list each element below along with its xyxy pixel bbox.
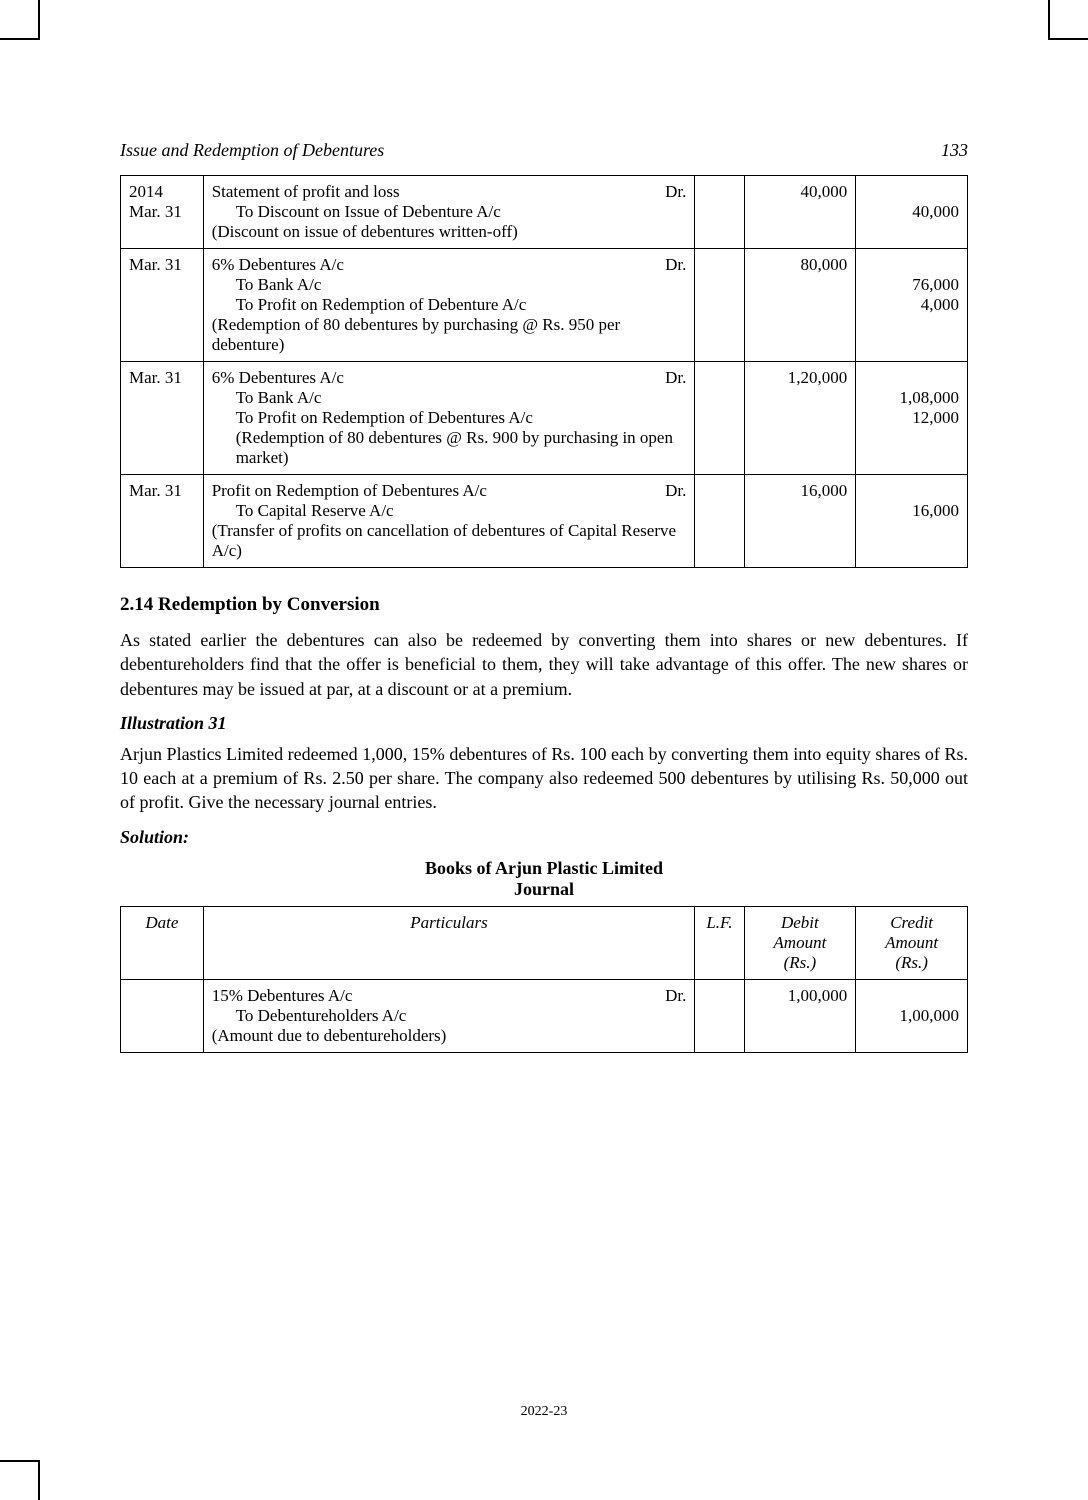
table-row: 15% Debentures A/cDr.To Debentureholders… <box>121 979 968 1052</box>
table-row: Mar. 316% Debentures A/cDr.To Bank A/cTo… <box>121 249 968 362</box>
particulars-line: (Amount due to debentureholders) <box>212 1026 687 1046</box>
lf-cell <box>695 249 744 362</box>
particulars-line: (Redemption of 80 debentures @ Rs. 900 b… <box>212 428 687 468</box>
illustration-label: Illustration 31 <box>120 713 968 734</box>
table-row: Mar. 316% Debentures A/cDr.To Bank A/cTo… <box>121 362 968 475</box>
date-cell: Mar. 31 <box>121 362 204 475</box>
credit-cell: 1,08,00012,000 <box>856 362 968 475</box>
th-debit: Debit Amount (Rs.) <box>744 906 856 979</box>
particulars-line: 6% Debentures A/cDr. <box>212 368 687 388</box>
chapter-title: Issue and Redemption of Debentures <box>120 140 384 161</box>
page-header: Issue and Redemption of Debentures 133 <box>120 140 968 161</box>
th-lf: L.F. <box>695 906 744 979</box>
particulars-line: (Transfer of profits on cancellation of … <box>212 521 687 561</box>
particulars-line: (Discount on issue of debentures written… <box>212 222 687 242</box>
journal-table-1: 2014Mar. 31Statement of profit and lossD… <box>120 175 968 568</box>
debit-cell: 40,000 <box>744 176 856 249</box>
crop-mark <box>1048 38 1088 40</box>
crop-mark <box>38 0 40 40</box>
illustration-text: Arjun Plastics Limited redeemed 1,000, 1… <box>120 742 968 815</box>
debit-cell: 80,000 <box>744 249 856 362</box>
footer-year: 2022-23 <box>521 1404 568 1420</box>
page-number: 133 <box>941 140 968 161</box>
section-paragraph: As stated earlier the debentures can als… <box>120 628 968 701</box>
date-cell: Mar. 31 <box>121 475 204 568</box>
section-heading: 2.14 Redemption by Conversion <box>120 594 968 616</box>
particulars-line: 15% Debentures A/cDr. <box>212 986 687 1006</box>
debit-cell: 1,00,000 <box>744 979 856 1052</box>
th-date: Date <box>121 906 204 979</box>
credit-cell: 1,00,000 <box>856 979 968 1052</box>
date-cell: 2014Mar. 31 <box>121 176 204 249</box>
lf-cell <box>695 362 744 475</box>
particulars-line: To Profit on Redemption of Debentures A/… <box>212 408 687 428</box>
page-content: Issue and Redemption of Debentures 133 2… <box>0 0 1088 1093</box>
journal-table-2: Date Particulars L.F. Debit Amount (Rs.)… <box>120 906 968 1053</box>
lf-cell <box>695 475 744 568</box>
th-particulars: Particulars <box>203 906 695 979</box>
credit-cell: 76,0004,000 <box>856 249 968 362</box>
particulars-line: (Redemption of 80 debentures by purchasi… <box>212 315 687 355</box>
debit-cell: 16,000 <box>744 475 856 568</box>
journal-title: Books of Arjun Plastic Limited Journal <box>120 858 968 900</box>
particulars-line: To Discount on Issue of Debenture A/c <box>212 202 687 222</box>
crop-mark <box>0 38 40 40</box>
particulars-cell: Statement of profit and lossDr.To Discou… <box>203 176 695 249</box>
date-cell <box>121 979 204 1052</box>
particulars-line: To Bank A/c <box>212 275 687 295</box>
particulars-line: 6% Debentures A/cDr. <box>212 255 687 275</box>
journal-title-line1: Books of Arjun Plastic Limited <box>120 858 968 879</box>
crop-mark <box>0 1460 40 1462</box>
table-row: 2014Mar. 31Statement of profit and lossD… <box>121 176 968 249</box>
solution-label: Solution: <box>120 827 968 848</box>
particulars-cell: 15% Debentures A/cDr.To Debentureholders… <box>203 979 695 1052</box>
crop-mark <box>1048 0 1050 40</box>
th-credit: Credit Amount (Rs.) <box>856 906 968 979</box>
debit-cell: 1,20,000 <box>744 362 856 475</box>
crop-mark <box>38 1460 40 1500</box>
particulars-line: Statement of profit and lossDr. <box>212 182 687 202</box>
particulars-cell: 6% Debentures A/cDr.To Bank A/cTo Profit… <box>203 249 695 362</box>
credit-cell: 40,000 <box>856 176 968 249</box>
particulars-line: To Capital Reserve A/c <box>212 501 687 521</box>
particulars-line: To Debentureholders A/c <box>212 1006 687 1026</box>
particulars-cell: Profit on Redemption of Debentures A/cDr… <box>203 475 695 568</box>
particulars-cell: 6% Debentures A/cDr.To Bank A/cTo Profit… <box>203 362 695 475</box>
lf-cell <box>695 176 744 249</box>
table-row: Mar. 31 Profit on Redemption of Debenture… <box>121 475 968 568</box>
date-cell: Mar. 31 <box>121 249 204 362</box>
lf-cell <box>695 979 744 1052</box>
particulars-line: To Bank A/c <box>212 388 687 408</box>
particulars-line: To Profit on Redemption of Debenture A/c <box>212 295 687 315</box>
particulars-line: Profit on Redemption of Debentures A/cDr… <box>212 481 687 501</box>
credit-cell: 16,000 <box>856 475 968 568</box>
journal-title-line2: Journal <box>120 879 968 900</box>
